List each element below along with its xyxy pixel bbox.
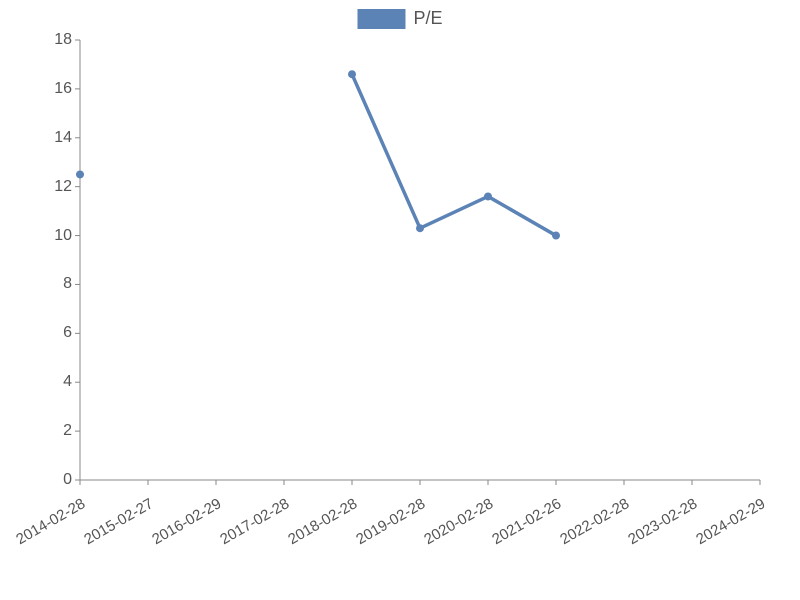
series-marker bbox=[484, 192, 492, 200]
series-line bbox=[352, 74, 556, 235]
y-tick-label: 8 bbox=[22, 275, 72, 293]
y-tick-label: 12 bbox=[22, 178, 72, 196]
y-tick-label: 18 bbox=[22, 31, 72, 49]
y-tick-label: 2 bbox=[22, 422, 72, 440]
series-marker bbox=[416, 224, 424, 232]
pe-line-chart: P/E 0246810121416182014-02-282015-02-272… bbox=[0, 0, 800, 600]
y-tick-label: 14 bbox=[22, 129, 72, 147]
series-marker bbox=[552, 232, 560, 240]
series-marker bbox=[76, 170, 84, 178]
y-tick-label: 16 bbox=[22, 80, 72, 98]
y-tick-label: 6 bbox=[22, 324, 72, 342]
series-marker bbox=[348, 70, 356, 78]
y-tick-label: 0 bbox=[22, 471, 72, 489]
y-tick-label: 4 bbox=[22, 373, 72, 391]
y-tick-label: 10 bbox=[22, 227, 72, 245]
